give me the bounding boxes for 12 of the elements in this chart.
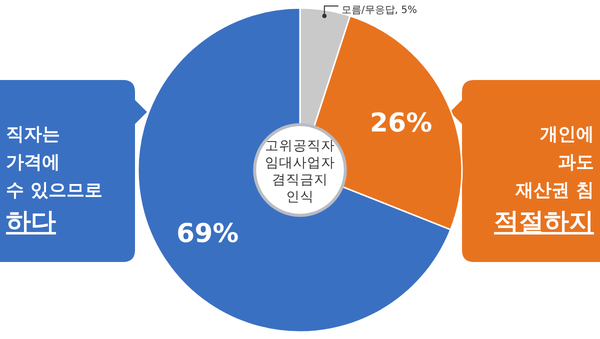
text: 고위공직자 임대사업자 겸직금지 인식	[265, 138, 335, 205]
text: 직자는	[6, 124, 60, 145]
text: 재산권 침	[514, 180, 594, 201]
data-label: 69%	[176, 218, 239, 249]
text: 적절하지	[494, 207, 594, 236]
data-label: 26%	[370, 108, 432, 138]
text: 하다	[6, 207, 56, 236]
text: 개인에	[540, 124, 594, 145]
text: 과도	[558, 152, 594, 173]
text: 가격에	[6, 152, 60, 173]
text: 수 있으므로	[6, 180, 102, 201]
slice-label: 모름/무응답, 5%	[341, 5, 417, 16]
